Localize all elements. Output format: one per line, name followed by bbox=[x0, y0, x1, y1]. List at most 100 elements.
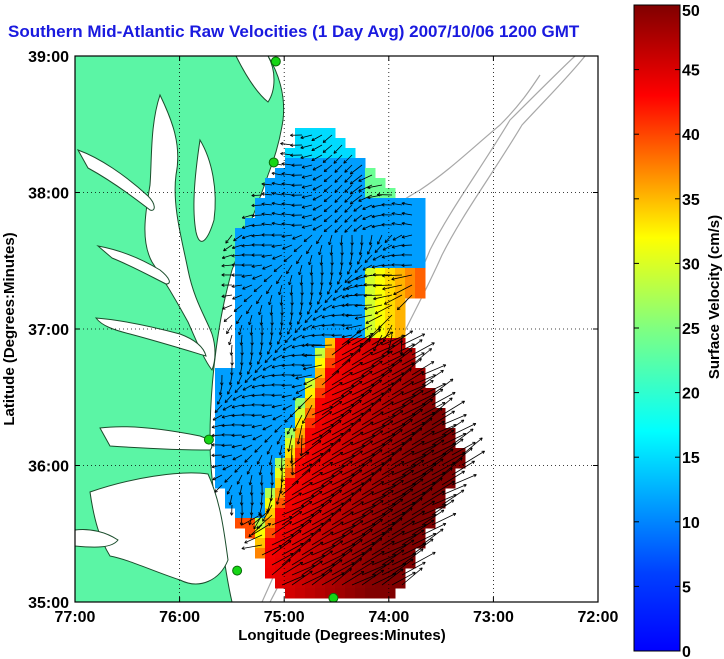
velocity-vector-head bbox=[260, 322, 264, 326]
velocity-vector bbox=[401, 473, 426, 486]
velocity-vector bbox=[311, 144, 323, 151]
velocity-vector-head bbox=[241, 413, 245, 416]
velocity-vector bbox=[381, 549, 405, 566]
velocity-vector-head bbox=[292, 337, 295, 341]
velocity-vector bbox=[301, 504, 325, 516]
velocity-vector bbox=[281, 213, 293, 216]
velocity-vector-head bbox=[420, 339, 423, 343]
velocity-vector-head bbox=[399, 352, 402, 356]
velocity-vector-head bbox=[291, 363, 295, 366]
velocity-cell bbox=[305, 208, 316, 219]
velocity-vector-head bbox=[341, 336, 345, 339]
velocity-vector-head bbox=[307, 312, 311, 315]
velocity-vector bbox=[341, 380, 363, 396]
velocity-cell bbox=[325, 568, 336, 579]
velocity-vector-head bbox=[224, 481, 228, 483]
velocity-cell bbox=[375, 358, 386, 369]
velocity-cell bbox=[255, 288, 266, 299]
velocity-cell bbox=[325, 418, 336, 429]
velocity-vector-head bbox=[329, 518, 332, 523]
velocity-vector bbox=[212, 474, 223, 481]
velocity-vector-head bbox=[349, 191, 352, 195]
velocity-vector-head bbox=[343, 162, 347, 164]
velocity-vector-head bbox=[441, 458, 444, 462]
velocity-vector bbox=[280, 143, 293, 146]
velocity-cell bbox=[215, 438, 226, 449]
velocity-vector-head bbox=[420, 358, 422, 362]
velocity-vector-head bbox=[240, 352, 243, 356]
velocity-vector bbox=[242, 224, 253, 229]
velocity-vector-head bbox=[281, 355, 285, 358]
velocity-vector-head bbox=[344, 211, 348, 213]
velocity-vector-head bbox=[291, 375, 295, 378]
velocity-vector-head bbox=[441, 370, 444, 374]
velocity-cell bbox=[315, 238, 326, 249]
velocity-vector bbox=[371, 350, 393, 366]
velocity-cell bbox=[235, 398, 246, 409]
velocity-vector bbox=[344, 274, 353, 283]
velocity-vector-head bbox=[258, 352, 261, 356]
velocity-cell bbox=[355, 158, 366, 169]
velocity-vector bbox=[371, 439, 393, 456]
velocity-vector bbox=[361, 494, 386, 506]
velocity-vector bbox=[323, 184, 333, 192]
velocity-cell bbox=[395, 208, 406, 219]
velocity-vector bbox=[371, 331, 394, 346]
velocity-vector-head bbox=[322, 139, 325, 143]
velocity-cell bbox=[315, 548, 326, 559]
velocity-vector bbox=[362, 224, 373, 230]
velocity-vector-head bbox=[300, 135, 304, 139]
velocity-vector-head bbox=[312, 167, 315, 171]
velocity-cell bbox=[265, 428, 276, 439]
velocity-vector-head bbox=[297, 548, 301, 551]
velocity-cell bbox=[285, 388, 296, 399]
velocity-vector bbox=[351, 339, 371, 356]
velocity-vector-head bbox=[412, 520, 415, 524]
velocity-cell bbox=[425, 388, 436, 399]
velocity-vector bbox=[301, 174, 313, 179]
velocity-cell bbox=[305, 408, 316, 419]
velocity-vector-head bbox=[351, 423, 354, 427]
velocity-cell bbox=[275, 508, 286, 519]
velocity-vector-head bbox=[301, 524, 304, 528]
velocity-cell bbox=[405, 358, 416, 369]
velocity-vector bbox=[222, 404, 233, 411]
velocity-vector-head bbox=[391, 255, 395, 258]
velocity-vector-head bbox=[211, 427, 216, 429]
velocity-cell bbox=[355, 418, 366, 429]
velocity-cell bbox=[215, 448, 226, 459]
velocity-vector bbox=[311, 475, 335, 486]
velocity-vector-head bbox=[281, 357, 286, 359]
velocity-vector-head bbox=[351, 252, 354, 256]
velocity-cell bbox=[305, 438, 316, 449]
velocity-vector bbox=[361, 355, 385, 366]
velocity-vector-head bbox=[224, 399, 227, 403]
velocity-vector bbox=[361, 424, 386, 436]
velocity-vector-head bbox=[248, 321, 250, 325]
velocity-vector-head bbox=[432, 519, 435, 523]
velocity-vector bbox=[272, 354, 283, 361]
velocity-cell bbox=[285, 358, 296, 369]
velocity-vector-head bbox=[351, 530, 354, 534]
velocity-vector-head bbox=[299, 530, 302, 534]
velocity-vector-head bbox=[361, 394, 365, 398]
velocity-vector bbox=[291, 344, 303, 348]
velocity-cell bbox=[395, 388, 406, 399]
velocity-cell bbox=[365, 198, 376, 209]
velocity-vector bbox=[381, 563, 407, 576]
velocity-vector-head bbox=[260, 342, 263, 346]
velocity-vector bbox=[371, 471, 395, 486]
velocity-vector-head bbox=[321, 523, 324, 527]
velocity-cell bbox=[385, 388, 396, 399]
velocity-cell bbox=[215, 408, 226, 419]
velocity-cell bbox=[265, 208, 276, 219]
velocity-vector bbox=[293, 414, 303, 432]
velocity-vector-head bbox=[231, 253, 235, 257]
velocity-vector-head bbox=[311, 282, 314, 286]
velocity-vector-head bbox=[373, 298, 377, 301]
velocity-vector bbox=[311, 344, 333, 347]
velocity-vector bbox=[371, 214, 383, 218]
velocity-cell bbox=[265, 488, 276, 499]
velocity-vector-head bbox=[364, 259, 367, 263]
velocity-cell bbox=[355, 478, 366, 489]
